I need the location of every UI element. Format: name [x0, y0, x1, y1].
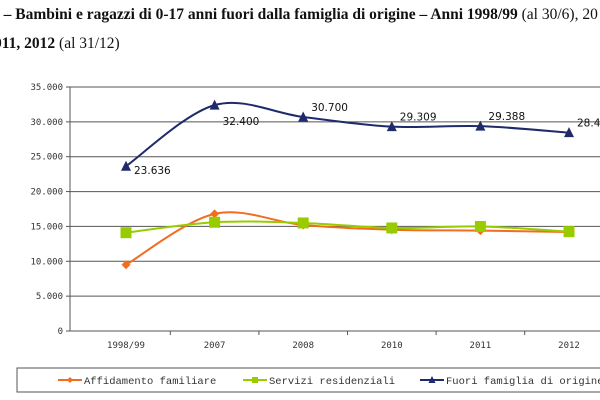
y-tick-label: 15.000 [30, 222, 63, 232]
series-fuori-famiglia-di-origine: 23.636 32.400 30.700 29.309 29.388 28.449 [121, 99, 600, 177]
y-tick-label: 5.000 [36, 292, 63, 302]
y-tick-label: 35.000 [30, 83, 63, 93]
title-bold-2: 011, 2012 [0, 35, 56, 52]
data-label: 23.636 [134, 165, 171, 177]
data-label: 28.449 [577, 118, 600, 130]
y-tick-label: 25.000 [30, 153, 63, 163]
legend-box [16, 367, 600, 393]
title-bold: 1 – Bambini e ragazzi di 0-17 anni fuori… [0, 6, 518, 23]
triangle-marker [121, 160, 131, 171]
y-tick-label: 30.000 [30, 118, 63, 128]
x-tick-label: 2012 [558, 341, 580, 351]
data-label: 30.700 [311, 102, 348, 114]
title-rest-2: (al 31/12) [55, 35, 120, 52]
series-servizi-residenziali [120, 216, 575, 239]
data-label: 29.388 [488, 111, 525, 123]
square-marker [474, 220, 486, 232]
data-label: 29.309 [400, 112, 437, 124]
legend-item: Affidamento familiare [58, 376, 216, 388]
triangle-marker [298, 111, 309, 122]
diamond-marker [67, 377, 73, 383]
series-line [125, 101, 570, 168]
data-label: 32.400 [223, 116, 260, 128]
y-tick-label: 10.000 [30, 257, 63, 267]
series-line [125, 211, 570, 266]
legend-label: Affidamento familiare [84, 376, 216, 388]
title-rest: (al 30/6), 20 [517, 6, 598, 23]
legend-item: Fuori famiglia di origine [420, 376, 600, 388]
square-marker [297, 217, 309, 229]
legend-label: Servizi residenziali [269, 376, 395, 388]
x-tick-label: 2007 [204, 341, 226, 351]
triangle-marker [475, 120, 486, 131]
square-marker [386, 222, 398, 234]
diamond-marker [121, 260, 131, 270]
legend-label: Fuori famiglia di origine [446, 376, 600, 388]
legend-item: Servizi residenziali [243, 376, 395, 388]
series-line [125, 220, 570, 234]
chart-title-line-1: 1 – Bambini e ragazzi di 0-17 anni fuori… [0, 6, 598, 24]
diamond-marker [210, 209, 220, 219]
triangle-marker [386, 121, 397, 132]
chart-title-line-2: 011, 2012 (al 31/12) [0, 35, 120, 53]
square-marker [120, 227, 132, 239]
y-tick-label: 0 [58, 327, 63, 337]
x-tick-label: 1998/99 [107, 341, 145, 351]
triangle-marker [564, 127, 574, 138]
triangle-marker [428, 376, 436, 383]
square-marker [209, 216, 221, 228]
x-tick-label: 2010 [381, 341, 403, 351]
x-tick-label: 2011 [470, 341, 492, 351]
series-affidamento-familiare [121, 209, 574, 270]
square-marker [252, 377, 258, 383]
square-marker [563, 226, 575, 238]
x-tick-label: 2008 [292, 341, 314, 351]
y-tick-label: 20.000 [30, 188, 63, 198]
triangle-marker [209, 99, 220, 110]
